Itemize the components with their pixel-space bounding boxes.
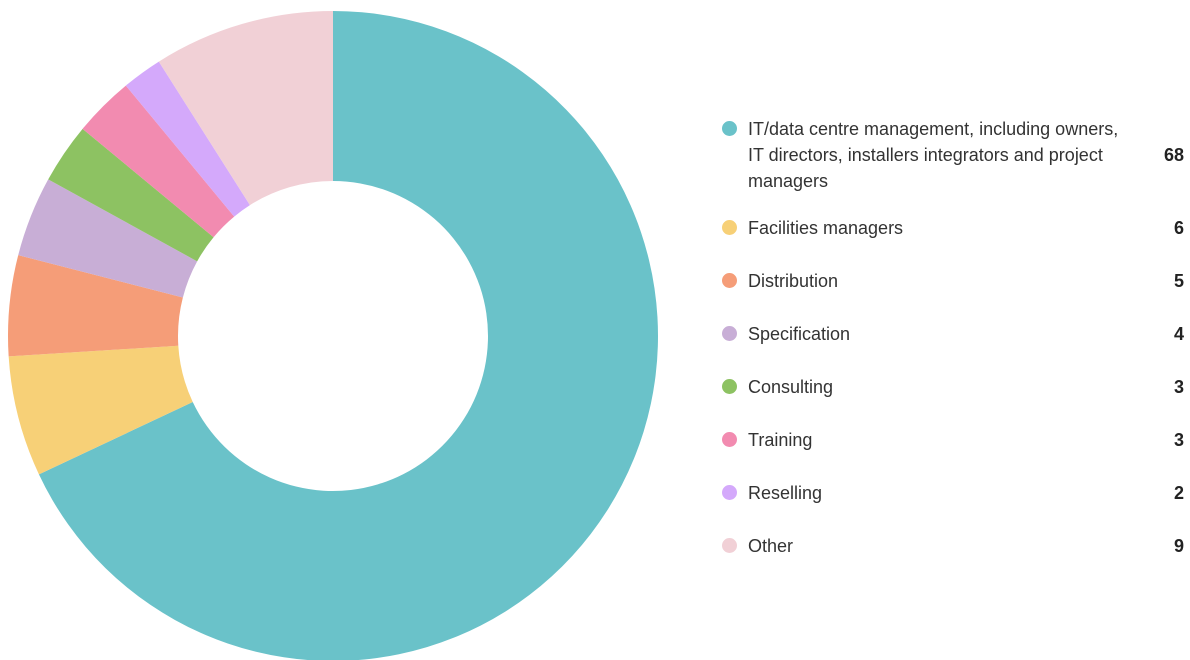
slice (38, 11, 658, 660)
legend-label: Specification (748, 324, 851, 344)
legend-swatch (722, 485, 737, 500)
legend-item: Facilities managers 6 (722, 215, 1184, 241)
legend-swatch (722, 538, 737, 553)
legend-label: Other (748, 536, 794, 556)
slice (125, 61, 250, 217)
legend-value: 6 (1173, 218, 1184, 238)
legend-value: 68 (1163, 145, 1184, 165)
legend-item: Training 3 (722, 427, 1184, 453)
slice (48, 128, 214, 262)
legend-item: Consulting 3 (722, 374, 1184, 400)
legend-label: Facilities managers (748, 218, 904, 238)
legend-item: Distribution 5 (722, 268, 1184, 294)
legend: IT/data centre management, including own… (722, 116, 1184, 559)
legend-swatch (722, 432, 737, 447)
legend-value: 9 (1173, 536, 1184, 556)
legend-value: 5 (1173, 271, 1184, 291)
slice (8, 255, 183, 357)
legend-label: Consulting (748, 377, 834, 397)
legend-value: 2 (1173, 483, 1184, 503)
slice (158, 11, 333, 206)
legend-swatch (722, 220, 737, 235)
legend-label: IT/data centre management, including own… (748, 119, 1119, 191)
legend-swatch (722, 379, 737, 394)
legend-item: Specification 4 (722, 321, 1184, 347)
slice (82, 85, 235, 238)
legend-item: Reselling 2 (722, 480, 1184, 506)
legend-label: Distribution (748, 271, 839, 291)
donut (8, 11, 658, 660)
legend-value: 3 (1173, 377, 1184, 397)
legend-item: Other 9 (722, 533, 1184, 559)
slice (18, 179, 198, 298)
legend-swatch (722, 326, 737, 341)
legend-swatch (722, 273, 737, 288)
legend-value: 4 (1173, 324, 1184, 344)
legend-label: Training (748, 430, 813, 450)
legend-value: 3 (1173, 430, 1184, 450)
slice (8, 345, 193, 475)
legend-label: Reselling (748, 483, 823, 503)
legend-swatch (722, 121, 737, 136)
legend-item: IT/data centre management, including own… (722, 116, 1184, 194)
